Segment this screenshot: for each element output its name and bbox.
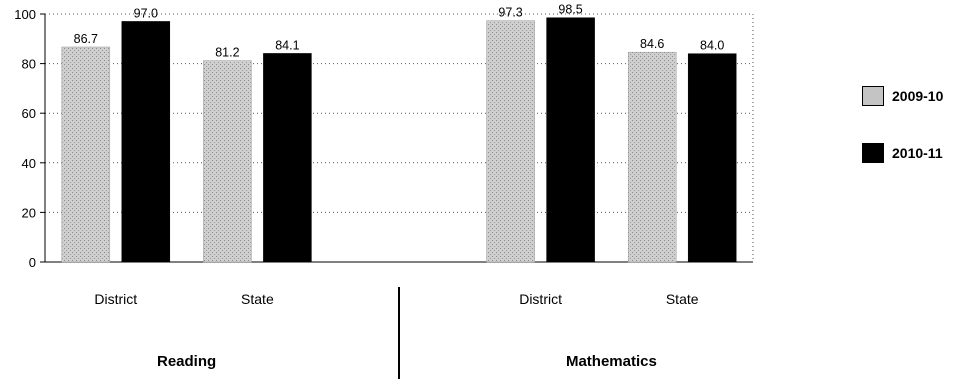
legend-item-2010-11: 2010-11 — [862, 142, 943, 164]
y-tick-label: 80 — [22, 57, 36, 72]
bar-2009-10-state — [203, 60, 252, 263]
data-label: 81.2 — [215, 46, 239, 60]
bar-2010-11-state — [263, 53, 312, 263]
legend-label: 2010-11 — [892, 145, 943, 161]
data-label: 84.0 — [700, 39, 724, 53]
y-axis-ticks: 0 20 40 60 80 100 — [14, 7, 36, 270]
legend-swatch-2010-11 — [862, 143, 884, 163]
bar-2009-10-district — [486, 20, 535, 263]
legend: 2009-10 2010-11 — [862, 85, 943, 199]
category-label: State — [241, 291, 274, 307]
bar-2009-10-state — [627, 51, 677, 263]
category-label: District — [94, 291, 137, 307]
bar-2010-11-state — [687, 53, 737, 263]
category-label: State — [666, 291, 699, 307]
data-label: 97.3 — [498, 6, 522, 20]
data-label: 84.6 — [640, 37, 664, 51]
y-tick-label: 60 — [22, 106, 36, 121]
bar-2009-10-district — [61, 46, 111, 263]
bars — [61, 17, 737, 263]
y-tick-label: 100 — [14, 7, 36, 22]
data-label: 97.0 — [134, 6, 158, 20]
y-tick-label: 20 — [22, 205, 36, 220]
category-labels: District State District State — [94, 291, 698, 307]
group-label-mathematics: Mathematics — [566, 353, 657, 370]
data-labels: 86.7 97.0 81.2 84.1 97.3 98.5 84.6 84.0 — [74, 3, 725, 60]
group-labels: Reading Mathematics — [157, 287, 657, 379]
data-label: 98.5 — [558, 3, 582, 17]
bar-2010-11-district — [121, 21, 171, 263]
bar-2010-11-district — [546, 17, 595, 263]
legend-swatch-2009-10 — [862, 86, 884, 106]
data-label: 84.1 — [275, 38, 299, 52]
legend-item-2009-10: 2009-10 — [862, 85, 943, 107]
legend-label: 2009-10 — [892, 88, 944, 104]
y-tick-label: 0 — [29, 255, 36, 270]
data-label: 86.7 — [74, 32, 98, 46]
category-label: District — [519, 291, 562, 307]
y-tick-label: 40 — [22, 156, 36, 171]
group-label-reading: Reading — [157, 353, 216, 370]
